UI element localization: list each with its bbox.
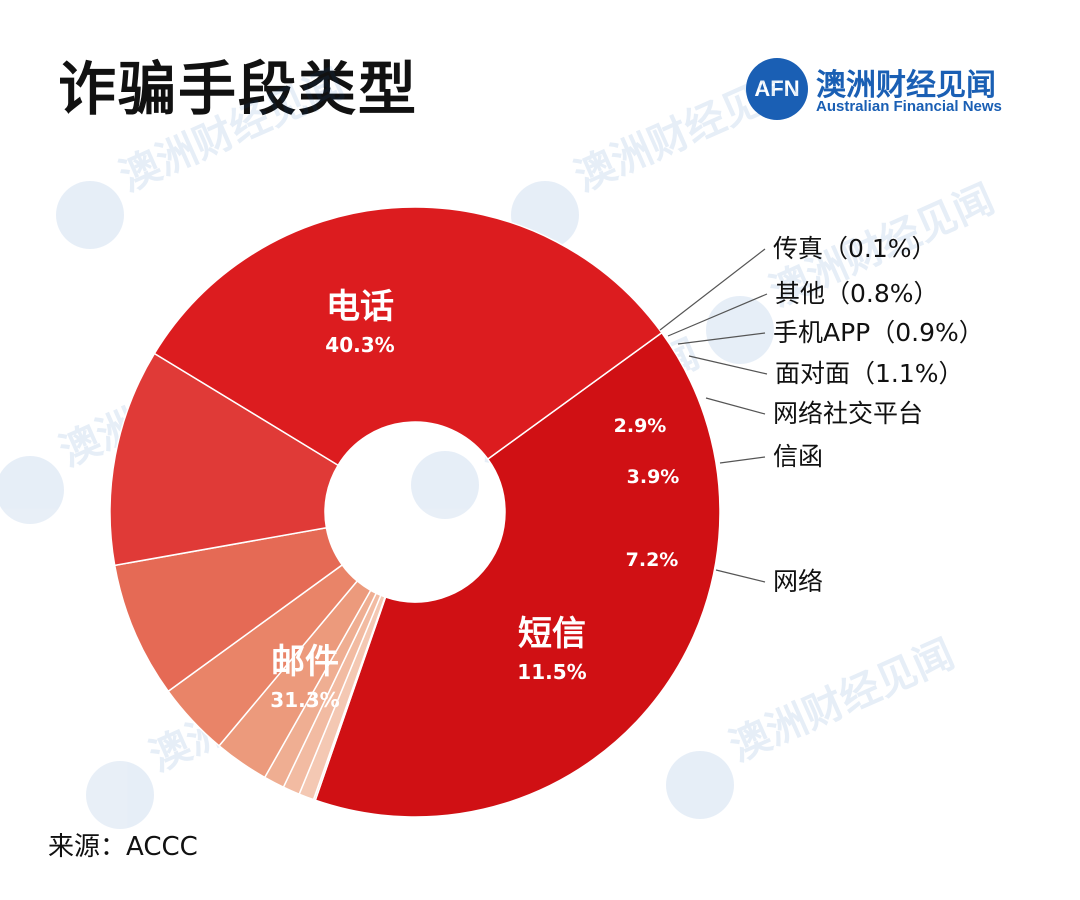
brand-name-cn: 澳洲财经见闻	[816, 68, 996, 103]
svg-text:澳洲财经见闻: 澳洲财经见闻	[723, 631, 961, 771]
svg-text:澳洲财经见闻: 澳洲财经见闻	[113, 61, 351, 201]
outside-label: 手机APP（0.9%）	[773, 318, 984, 347]
slice-value-label: 2.9%	[614, 415, 667, 437]
leader-line	[677, 332, 766, 345]
outside-label: 面对面（1.1%）	[775, 359, 964, 388]
brand-logo: AFN 澳洲财经见闻 Australian Financial News	[746, 58, 1016, 122]
pie-slice-9	[109, 352, 340, 567]
outside-label: 网络	[773, 567, 823, 596]
chart-slices	[109, 206, 721, 818]
chart-title: 诈骗手段类型	[58, 55, 419, 123]
slice-label-name: 短信	[518, 614, 586, 654]
watermark: 澳洲财经见闻	[666, 631, 961, 819]
outside-label: 其他（0.8%）	[775, 279, 939, 308]
afn-logo-icon: AFN	[746, 58, 808, 120]
brand-name-en: Australian Financial News	[816, 98, 1002, 115]
slice-label-value: 11.5%	[517, 660, 586, 684]
slice-value-label: 3.9%	[627, 466, 680, 488]
watermark: 澳洲财经见闻	[511, 61, 806, 249]
svg-text:澳洲财经见闻: 澳洲财经见闻	[568, 61, 806, 201]
outside-label: 网络社交平台	[773, 399, 923, 428]
slice-label-name: 邮件	[271, 642, 339, 682]
slice-label-value: 40.3%	[325, 333, 394, 357]
chart-labels: 电话 40.3% 邮件 31.3% 短信 11.5% 2.9% 3.9% 7.2% 传真（0.1%…	[270, 234, 983, 712]
leader-lines	[659, 248, 768, 583]
leader-line	[719, 456, 766, 464]
outside-label: 信函	[773, 442, 823, 471]
slice-label-value: 31.3%	[270, 688, 339, 712]
leader-line	[667, 293, 768, 337]
leader-line	[659, 248, 766, 331]
leader-line	[688, 355, 768, 375]
pie-slice-10	[153, 206, 663, 467]
outside-label: 传真（0.1%）	[773, 234, 937, 263]
source-note: 来源：ACCC	[48, 832, 198, 862]
slice-value-label: 7.2%	[626, 549, 679, 571]
pie-slice-1	[314, 331, 721, 818]
leader-line	[705, 397, 766, 415]
slice-label-name: 电话	[326, 287, 394, 327]
watermark: 澳洲财经见闻	[56, 61, 351, 249]
leader-line	[715, 569, 766, 583]
